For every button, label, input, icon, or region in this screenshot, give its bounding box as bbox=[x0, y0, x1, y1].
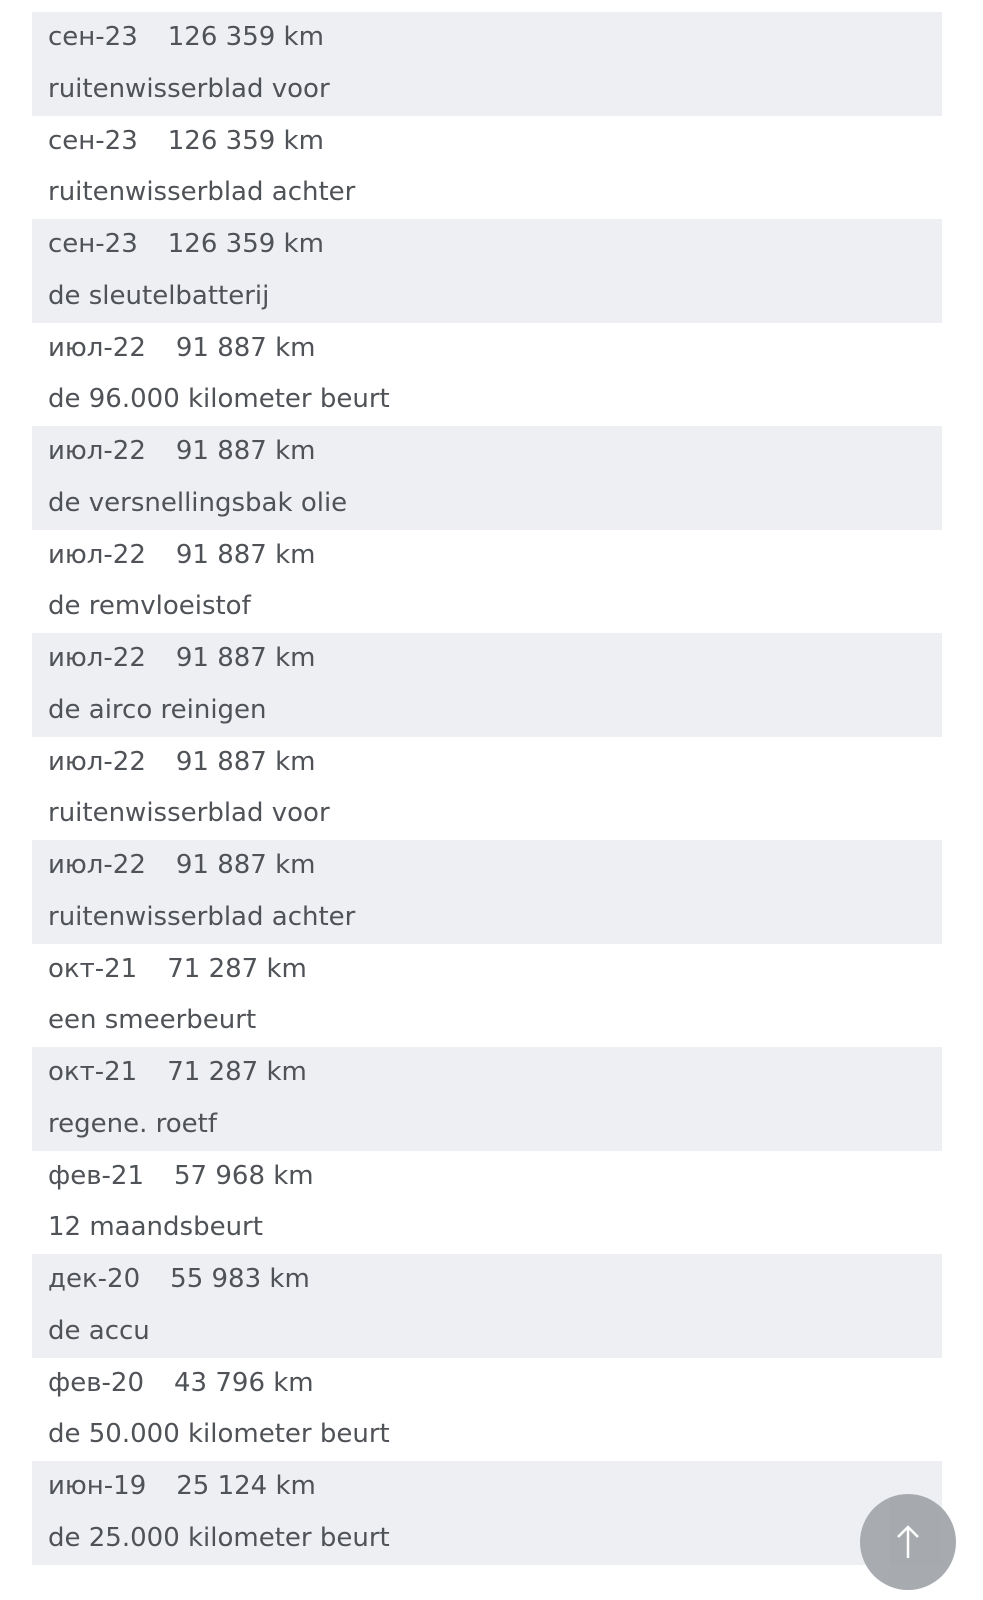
entry-item: de accu bbox=[48, 1315, 150, 1346]
entry-item: een smeerbeurt bbox=[48, 1005, 257, 1036]
list-item: фев-21 57 968 km 12 maandsbeurt bbox=[32, 1151, 942, 1255]
entry-date: окт-21 bbox=[48, 1057, 138, 1087]
entry-date: фев-20 bbox=[48, 1367, 145, 1398]
entry-km: 126 359 km bbox=[167, 229, 324, 259]
entry-date: окт-21 bbox=[48, 953, 138, 984]
list-item: окт-21 71 287 km een smeerbeurt bbox=[32, 944, 942, 1048]
entry-item: de versnellingsbak olie bbox=[48, 487, 348, 518]
list-item: июл-22 91 887 km de remvloeistof bbox=[32, 530, 942, 634]
list-item: июл-22 91 887 km de airco reinigen bbox=[32, 633, 942, 737]
entry-date: июл-22 bbox=[48, 436, 146, 466]
entry-date: фев-21 bbox=[48, 1160, 145, 1191]
list-item: сен-23 126 359 km ruitenwisserblad achter bbox=[32, 116, 942, 220]
entry-date: дек-20 bbox=[48, 1264, 141, 1294]
entry-item: de remvloeistof bbox=[48, 591, 251, 622]
entry-meta: окт-21 71 287 km bbox=[48, 1047, 942, 1099]
entry-km: 91 887 km bbox=[175, 332, 316, 363]
list-item: сен-23 126 359 km ruitenwisserblad voor bbox=[32, 12, 942, 116]
entry-meta: дек-20 55 983 km bbox=[48, 1254, 942, 1306]
entry-km: 55 983 km bbox=[170, 1264, 310, 1294]
list-item: окт-21 71 287 km regene. roetf bbox=[32, 1047, 942, 1151]
list-item: дек-20 55 983 km de accu bbox=[32, 1254, 942, 1358]
entry-date: июл-22 bbox=[48, 850, 146, 880]
service-history-list: сен-23 126 359 km ruitenwisserblad voor сен… bbox=[32, 12, 942, 1565]
entry-km: 91 887 km bbox=[175, 643, 316, 673]
entry-meta: июл-22 91 887 km bbox=[48, 840, 942, 892]
entry-meta: июл-22 91 887 km bbox=[48, 530, 942, 582]
entry-item: de 25.000 kilometer beurt bbox=[48, 1522, 390, 1553]
entry-meta: июн-19 25 124 km bbox=[48, 1461, 942, 1513]
entry-km: 71 287 km bbox=[167, 1057, 307, 1087]
entry-date: июн-19 bbox=[48, 1471, 147, 1501]
scroll-to-top-button[interactable] bbox=[860, 1494, 956, 1590]
list-item: июл-22 91 887 km ruitenwisserblad voor bbox=[32, 737, 942, 841]
entry-km: 25 124 km bbox=[176, 1471, 316, 1501]
entry-item: ruitenwisserblad achter bbox=[48, 177, 356, 208]
list-item: июл-22 91 887 km de versnellingsbak olie bbox=[32, 426, 942, 530]
entry-item: regene. roetf bbox=[48, 1108, 217, 1139]
entry-km: 126 359 km bbox=[167, 125, 324, 156]
entry-item: de sleutelbatterij bbox=[48, 280, 270, 311]
entry-meta: фев-21 57 968 km bbox=[48, 1151, 942, 1203]
entry-meta: сен-23 126 359 km bbox=[48, 219, 942, 271]
entry-meta: июл-22 91 887 km bbox=[48, 737, 942, 789]
entry-date: сен-23 bbox=[48, 125, 138, 156]
list-item: июл-22 91 887 km ruitenwisserblad achter bbox=[32, 840, 942, 944]
entry-km: 126 359 km bbox=[167, 22, 324, 52]
entry-item: de airco reinigen bbox=[48, 694, 267, 725]
list-item: июл-22 91 887 km de 96.000 kilometer beurt bbox=[32, 323, 942, 427]
entry-item: de 50.000 kilometer beurt bbox=[48, 1419, 390, 1450]
entry-km: 91 887 km bbox=[175, 746, 316, 777]
arrow-up-icon bbox=[897, 1525, 919, 1558]
entry-item: ruitenwisserblad voor bbox=[48, 798, 330, 829]
entry-item: de 96.000 kilometer beurt bbox=[48, 384, 390, 415]
entry-meta: июл-22 91 887 km bbox=[48, 323, 942, 375]
list-item: сен-23 126 359 km de sleutelbatterij bbox=[32, 219, 942, 323]
entry-date: июл-22 bbox=[48, 332, 146, 363]
entry-item: ruitenwisserblad voor bbox=[48, 73, 330, 104]
entry-item: 12 maandsbeurt bbox=[48, 1212, 263, 1243]
entry-date: июл-22 bbox=[48, 539, 146, 570]
entry-date: июл-22 bbox=[48, 746, 146, 777]
entry-meta: окт-21 71 287 km bbox=[48, 944, 942, 996]
entry-item: ruitenwisserblad achter bbox=[48, 901, 356, 932]
entry-date: сен-23 bbox=[48, 22, 138, 52]
entry-meta: сен-23 126 359 km bbox=[48, 116, 942, 168]
entry-meta: фев-20 43 796 km bbox=[48, 1358, 942, 1410]
entry-meta: сен-23 126 359 km bbox=[48, 12, 942, 64]
entry-meta: июл-22 91 887 km bbox=[48, 633, 942, 685]
entry-date: июл-22 bbox=[48, 643, 146, 673]
entry-meta: июл-22 91 887 km bbox=[48, 426, 942, 478]
list-item: июн-19 25 124 km de 25.000 kilometer beurt bbox=[32, 1461, 942, 1565]
list-item: фев-20 43 796 km de 50.000 kilometer beurt bbox=[32, 1358, 942, 1462]
entry-km: 43 796 km bbox=[174, 1367, 314, 1398]
entry-km: 57 968 km bbox=[174, 1160, 314, 1191]
entry-km: 91 887 km bbox=[175, 539, 316, 570]
entry-km: 91 887 km bbox=[175, 436, 316, 466]
entry-km: 91 887 km bbox=[175, 850, 316, 880]
entry-date: сен-23 bbox=[48, 229, 138, 259]
entry-km: 71 287 km bbox=[167, 953, 307, 984]
